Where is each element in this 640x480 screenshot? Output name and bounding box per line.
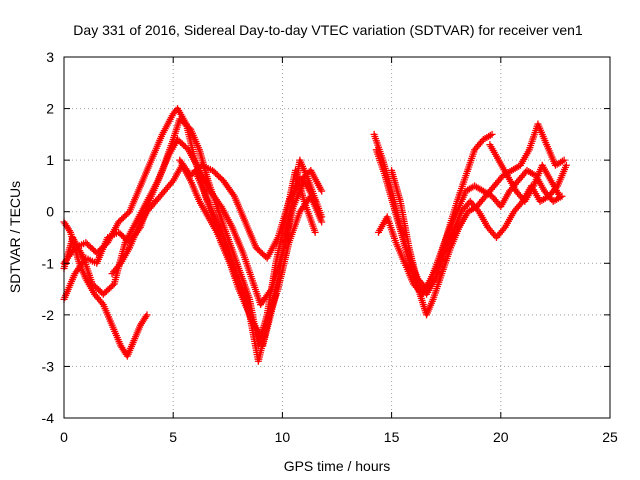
- data-point: [560, 156, 568, 164]
- series-trace-12: [486, 141, 564, 205]
- data-point: [488, 130, 496, 138]
- data-point: [109, 281, 117, 289]
- data-point: [143, 311, 151, 319]
- y-axis-label: SDTVAR / TECUs: [7, 181, 23, 293]
- data-point: [272, 290, 280, 298]
- series-trace-7: [191, 166, 280, 350]
- data-point: [318, 218, 326, 226]
- series-trace-6: [176, 156, 326, 262]
- y-tick-label: 1: [46, 152, 54, 168]
- x-axis-label: GPS time / hours: [284, 458, 391, 474]
- data-marks: [60, 105, 570, 365]
- data-point: [556, 192, 564, 200]
- series-trace-3: [60, 136, 319, 309]
- y-tick-label: 0: [46, 204, 54, 220]
- y-tick-label: 2: [46, 101, 54, 117]
- y-tick-label: -4: [42, 410, 55, 426]
- series-trace-9: [372, 120, 568, 319]
- y-tick-label: -2: [42, 307, 55, 323]
- data-point: [318, 187, 326, 195]
- plot-frame: [63, 56, 611, 419]
- y-tick-label: -1: [42, 255, 55, 271]
- x-tick-label: 15: [384, 429, 400, 445]
- series-trace-11: [388, 161, 570, 298]
- x-tick-label: 5: [169, 429, 177, 445]
- x-tick-label: 20: [493, 429, 509, 445]
- grid: [64, 57, 610, 418]
- chart-title: Day 331 of 2016, Sidereal Day-to-day VTE…: [73, 22, 583, 38]
- x-tick-label: 10: [275, 429, 291, 445]
- data-point: [562, 161, 570, 169]
- x-tick-label: 25: [602, 429, 618, 445]
- x-tick-label: 0: [60, 429, 68, 445]
- data-point: [311, 228, 319, 236]
- y-tick-label: -3: [42, 358, 55, 374]
- y-tick-label: 3: [46, 49, 54, 65]
- series-trace-4: [60, 218, 151, 360]
- axes: 0 5 10 15 20 25 -4 -3 -2 -1 0 1 2 3: [42, 49, 618, 445]
